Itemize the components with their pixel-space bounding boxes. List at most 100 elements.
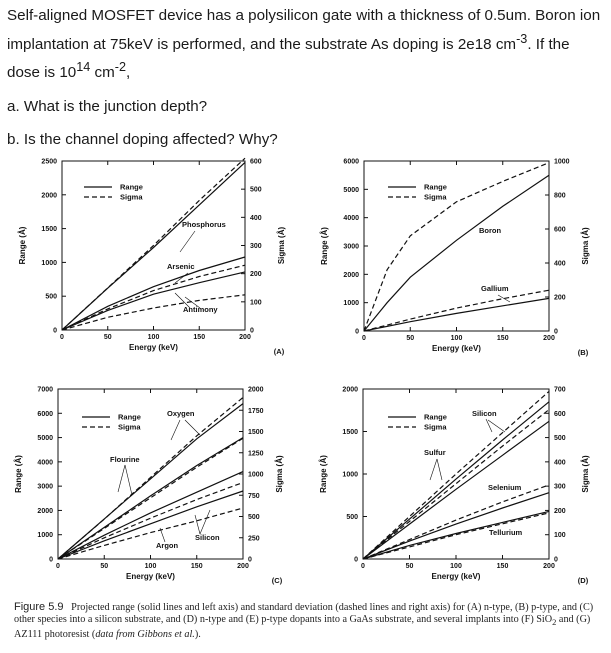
leader-line [429,458,438,481]
series-flourine-range-line [57,437,244,560]
x-axis-label: Energy (keV) [432,344,481,353]
x-tick-label: 50 [406,563,414,570]
y-tick-label: 2000 [37,508,53,515]
species-label-selenium: Selenium [488,483,522,492]
leader-line [170,419,181,441]
leader-line [497,294,511,303]
legend-sigma-label: Sigma [120,193,143,202]
y2-tick-label: 1000 [248,472,264,479]
y-tick-label: 5000 [37,435,53,442]
y2-tick-label: 500 [248,514,260,521]
species-label-argon: Argon [156,541,178,550]
y-tick-label: 3000 [37,484,53,491]
y2-tick-label: 800 [554,193,566,200]
x-tick-label: 0 [361,563,365,570]
series-sulfur-range-line [362,420,550,560]
y-tick-label: 7000 [37,387,53,394]
x-tick-label: 50 [104,334,112,341]
legend-range-label: Range [118,413,141,422]
figure-5-9: 0 50 100 150 2000500100015002000250001002003… [14,157,590,586]
x-tick-label: 150 [497,563,509,570]
y2-tick-label: 2000 [248,387,264,394]
species-label-phosphorus: Phosphorus [182,220,226,229]
chart-panel-d: 0 50 100 150 2000500100015002000010020030040… [319,387,590,586]
leader-line [194,514,201,535]
y2-tick-label: 200 [250,271,262,278]
y2-tick-label: 200 [554,295,566,302]
y-tick-label: 1000 [342,472,358,479]
leader-line [117,464,126,493]
legend-range-label: Range [424,183,447,192]
y-tick-label: 4000 [343,215,359,222]
series-arsenic-sigma-line [61,264,246,331]
y2-tick-label: 400 [250,215,262,222]
y-tick-label: 0 [53,328,57,335]
species-label-flourine: Flourine [110,455,140,464]
y-tick-label: 1000 [343,300,359,307]
leader-line [436,458,443,481]
leader-line [487,419,506,433]
y-tick-label: 5000 [343,187,359,194]
x-axis-label: Energy (keV) [126,572,175,581]
series-boron-sigma-line [363,162,550,332]
legend-range-label: Range [120,183,143,192]
y2-tick-label: 600 [554,227,566,234]
legend-sigma-label: Sigma [424,423,447,432]
species-label-silicon: Silicon [472,409,497,418]
series-flourine-sigma-line [57,437,244,560]
series-argon-range-line [57,490,244,560]
y2-tick-label: 600 [250,159,262,166]
x-tick-label: 0 [56,563,60,570]
x-tick-label: 50 [406,335,414,342]
panel-label: (C) [272,576,283,585]
caption-text-2: and (G) AZ111 photoresist ( [14,613,591,640]
series-selenium-sigma-line [362,484,550,560]
series-silicon-range-line [57,471,244,560]
y2-tick-label: 0 [554,329,558,336]
y2-tick-label: 0 [554,557,558,564]
species-label-gallium: Gallium [481,284,509,293]
y-tick-label: 2000 [343,272,359,279]
species-label-boron: Boron [479,226,501,235]
series-tellurium-range-line [362,510,550,560]
figure-caption: Figure 5.9 Projected range (solid lines … [14,601,604,640]
series-silicon-sigma-line [57,481,244,560]
y2-tick-label: 700 [554,387,566,394]
y2-tick-label: 500 [250,187,262,194]
x-tick-label: 200 [543,563,555,570]
y2-tick-label: 1750 [248,408,264,415]
chart-panel-a: 0 50 100 150 2000500100015002000250001002003… [18,157,286,356]
series-selenium-range-line [362,492,550,560]
y-tick-label: 2500 [41,159,57,166]
x-tick-label: 150 [193,334,205,341]
y-tick-label: 0 [355,329,359,336]
x-tick-label: 150 [191,563,203,570]
y2-tick-label: 1250 [248,450,264,457]
caption-source: data from Gibbons et al. [95,628,195,640]
y-tick-label: 1500 [342,429,358,436]
y-tick-label: 6000 [37,411,53,418]
y2-tick-label: 100 [250,299,262,306]
y2-tick-label: 100 [554,532,566,539]
series-phosphorus-sigma-line [61,157,246,331]
species-label-silicon: Silicon [195,533,220,542]
x-tick-label: 100 [145,563,157,570]
question-part-a: a. What is the junction depth? [7,97,208,115]
species-label-oxygen: Oxygen [167,409,195,418]
y-axis-label: Range (Å) [18,226,27,264]
y2-tick-label: 300 [554,484,566,491]
panel-label: (B) [578,348,589,357]
y2-tick-label: 300 [250,243,262,250]
y-axis-label: Range (Å) [14,455,23,493]
leader-line [124,464,133,496]
series-boron-range-line [363,174,550,332]
chart-panel-c: 0 50 100 150 2000100020003000400050006000700… [14,387,284,586]
legend-range-label: Range [424,413,447,422]
y-tick-label: 2000 [41,192,57,199]
series-oxygen-sigma-line [57,397,244,560]
y2-tick-label: 600 [554,411,566,418]
y2-tick-label: 1000 [554,159,570,166]
leader-line [184,296,201,309]
question-part-b: b. Is the channel doping affected? Why? [7,131,278,149]
leader-line [174,292,191,309]
